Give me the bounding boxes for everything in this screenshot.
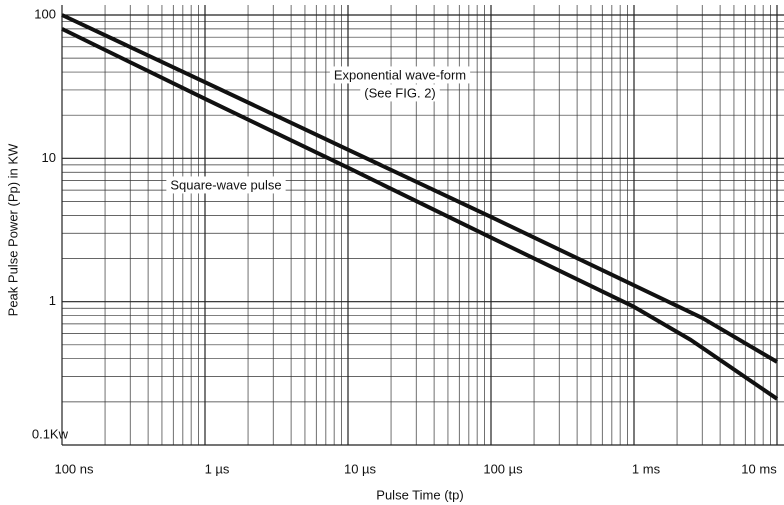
y-tick-label: 0.1Kw [32, 426, 69, 441]
annotation: (See FIG. 2) [364, 85, 436, 100]
annotation-background [329, 66, 471, 84]
x-tick-label: 100 ns [54, 461, 94, 476]
annotation: Square-wave pulse [170, 177, 281, 192]
data-line [61, 13, 779, 364]
y-tick-label: 1 [49, 293, 56, 308]
x-tick-label: 1 µs [205, 461, 230, 476]
x-axis-label: Pulse Time (tp) [376, 487, 463, 502]
y-tick-label: 100 [34, 6, 56, 21]
x-tick-label: 10 µs [344, 461, 377, 476]
annotation: Exponential wave-form [334, 67, 466, 82]
x-tick-label: 100 µs [483, 461, 523, 476]
y-tick-label: 10 [42, 150, 56, 165]
x-tick-label: 1 ms [632, 461, 661, 476]
y-axis-label: Peak Pulse Power (Pp) in KW [5, 143, 20, 316]
annotation-background [360, 84, 440, 102]
data-line [61, 27, 779, 401]
annotation-background [166, 176, 286, 194]
x-tick-label: 10 ms [741, 461, 777, 476]
